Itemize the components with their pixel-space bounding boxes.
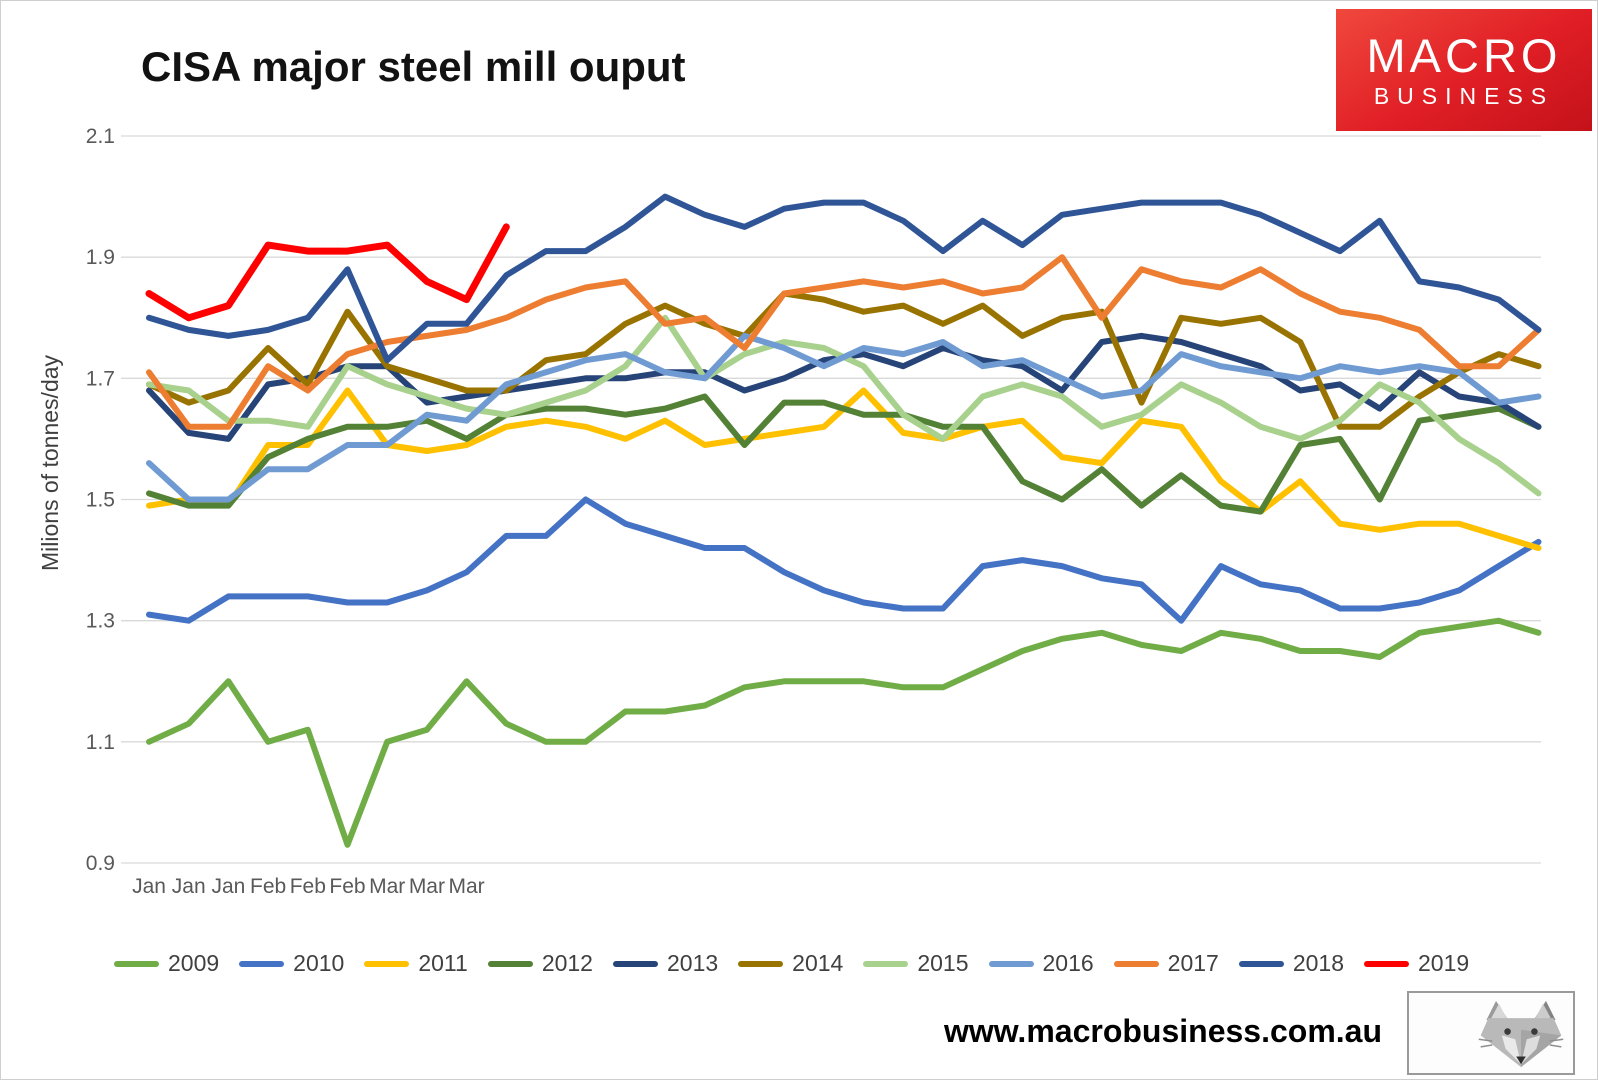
legend-label-2009: 2009	[168, 950, 220, 976]
legend-label-2014: 2014	[792, 950, 844, 976]
legend-item-2018: 2018	[1238, 950, 1345, 977]
legend-label-2017: 2017	[1167, 950, 1219, 976]
y-tick-1.9: 1.9	[86, 246, 115, 269]
legend-label-2011: 2011	[418, 950, 468, 976]
legend-swatch-2018	[1238, 960, 1284, 967]
chart-title: CISA major steel mill ouput	[141, 43, 686, 90]
footer-url-link[interactable]: www.macrobusiness.com.au	[943, 1013, 1382, 1049]
y-tick-1.7: 1.7	[86, 367, 115, 390]
fox-icon	[1478, 1000, 1564, 1068]
logo-line-business: BUSINESS	[1373, 83, 1555, 109]
legend-label-2015: 2015	[917, 950, 969, 976]
chart-legend: 2009 2010 2011 2012 2013 2014 2015 2016 2017 2018…	[114, 950, 1534, 977]
legend-item-2014: 2014	[738, 950, 843, 977]
legend-label-2016: 2016	[1042, 950, 1094, 976]
x-tick-1-Jan: Jan	[172, 875, 206, 898]
logo-line-macro: MACRO	[1366, 29, 1562, 82]
legend-label-2018: 2018	[1292, 950, 1345, 976]
series-line-2011	[146, 387, 1542, 551]
y-tick-0.9: 0.9	[86, 852, 115, 875]
legend-swatch-2017	[1113, 960, 1159, 967]
x-tick-7-Mar: Mar	[409, 875, 445, 898]
x-tick-6-Mar: Mar	[369, 875, 405, 898]
legend-swatch-2009	[114, 960, 159, 967]
legend-label-2012: 2012	[541, 950, 593, 976]
series-line-2014	[146, 290, 1542, 430]
legend-swatch-2019	[1364, 960, 1410, 967]
y-tick-1.5: 1.5	[86, 489, 115, 512]
legend-item-2009: 2009	[114, 950, 219, 977]
legend-item-2016: 2016	[988, 950, 1094, 977]
macrobusiness-logo: MACRO BUSINESS	[1336, 9, 1592, 131]
y-tick-2.1: 2.1	[86, 125, 115, 148]
y-axis-title: Milions of tonnes/day	[37, 354, 63, 571]
x-tick-8-Mar: Mar	[449, 875, 485, 898]
x-tick-0-Jan: Jan	[132, 875, 166, 898]
legend-swatch-2016	[988, 960, 1034, 967]
legend-swatch-2011	[364, 960, 410, 967]
legend-item-2017: 2017	[1113, 950, 1219, 977]
legend-label-2013: 2013	[666, 950, 719, 976]
series-line-2019	[145, 223, 510, 322]
legend-item-2010: 2010	[239, 950, 344, 977]
y-tick-1.3: 1.3	[86, 610, 115, 633]
legend-item-2019: 2019	[1364, 950, 1469, 977]
series-line-2018	[146, 193, 1542, 364]
x-tick-2-Jan: Jan	[211, 875, 245, 898]
series-line-2009	[146, 617, 1542, 848]
series-line-2012	[146, 393, 1542, 515]
x-tick-5-Feb: Feb	[329, 875, 365, 898]
legend-label-2019: 2019	[1418, 950, 1470, 976]
legend-item-2013: 2013	[612, 950, 719, 977]
x-tick-4-Feb: Feb	[290, 875, 326, 898]
x-tick-3-Feb: Feb	[250, 875, 286, 898]
fox-logo	[1407, 991, 1575, 1075]
series-line-2016	[146, 332, 1542, 503]
legend-label-2010: 2010	[293, 950, 345, 976]
y-tick-1.1: 1.1	[86, 731, 115, 754]
legend-item-2015: 2015	[863, 950, 969, 977]
legend-item-2011: 2011	[364, 950, 468, 977]
series-line-2010	[146, 496, 1542, 624]
legend-swatch-2010	[239, 960, 285, 967]
legend-swatch-2015	[863, 960, 909, 967]
legend-swatch-2012	[487, 960, 533, 967]
legend-swatch-2013	[612, 960, 658, 967]
legend-item-2012: 2012	[487, 950, 593, 977]
legend-swatch-2014	[738, 960, 784, 967]
